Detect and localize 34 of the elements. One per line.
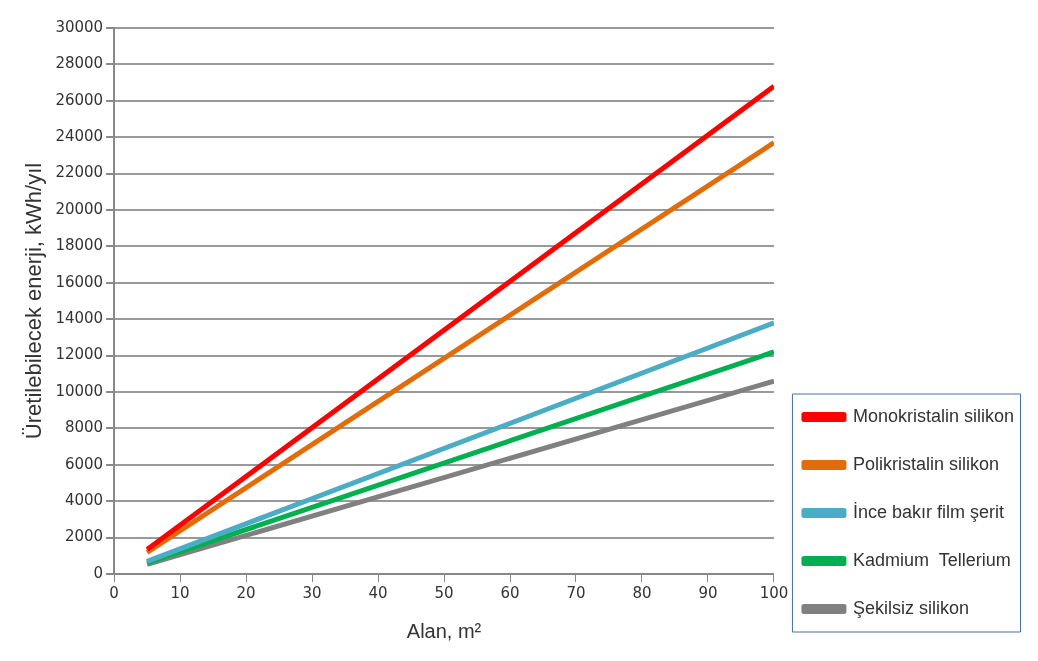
legend-label: Polikristalin silikon [852, 453, 999, 474]
x-tick-label: 10 [170, 583, 190, 602]
legend-label: Monokristalin silikon [852, 405, 1014, 426]
y-tick-label: 26000 [55, 90, 104, 109]
y-tick-label: 6000 [64, 454, 104, 473]
y-tick-label: 8000 [64, 418, 104, 437]
y-axis-title: Üretilebilecek enerji, kWh/yıl [21, 162, 47, 440]
y-tick-label: 12000 [55, 345, 104, 364]
x-tick-label: 30 [302, 583, 322, 602]
y-tick-label: 16000 [55, 272, 104, 291]
y-tick-label: 2000 [64, 527, 104, 546]
y-tick-label: 4000 [64, 491, 104, 510]
y-tick-label: 14000 [55, 309, 104, 328]
x-tick-label: 20 [236, 583, 256, 602]
x-tick-label: 40 [368, 583, 388, 602]
x-tick-label: 0 [109, 583, 119, 602]
x-tick-label: 70 [566, 583, 586, 602]
y-tick-label: 10000 [55, 381, 104, 400]
legend-label: Şekilsiz silikon [852, 597, 969, 618]
y-tick-label: 24000 [55, 127, 104, 146]
x-tick-label: 60 [500, 583, 520, 602]
y-tick-label: 18000 [55, 236, 104, 255]
x-tick-label: 80 [632, 583, 652, 602]
x-tick-label: 90 [698, 583, 718, 602]
y-tick-label: 30000 [55, 17, 104, 36]
y-tick-label: 20000 [55, 199, 104, 218]
y-tick-label: 22000 [55, 163, 104, 182]
legend-label: İnce bakır film şerit [852, 501, 1004, 522]
x-tick-label: 50 [434, 583, 454, 602]
x-axis-title: Alan, m² [406, 619, 482, 642]
x-tick-label: 100 [759, 583, 789, 602]
y-tick-label: 0 [93, 563, 104, 582]
legend-label: Kadmium Tellerium [852, 549, 1011, 570]
y-tick-label: 28000 [55, 54, 104, 73]
